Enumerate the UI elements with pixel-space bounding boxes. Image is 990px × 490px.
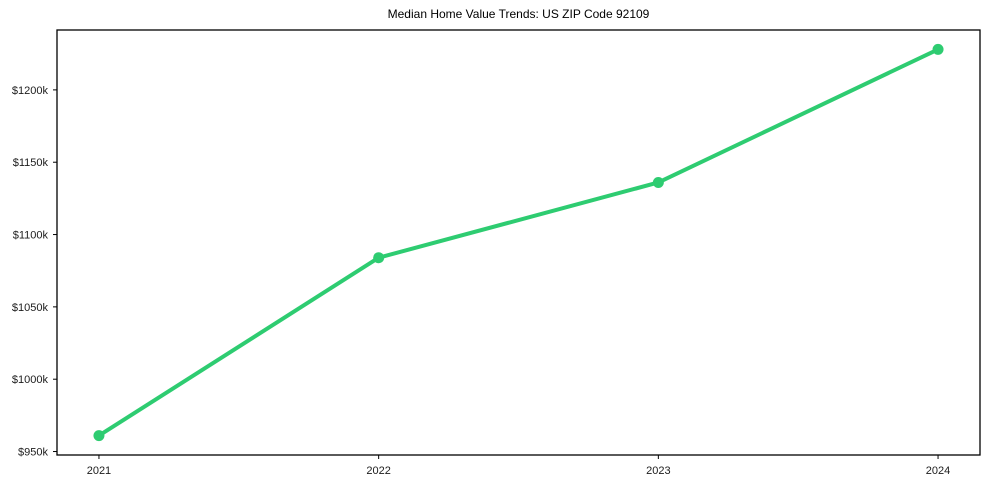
chart-title: Median Home Value Trends: US ZIP Code 92… (387, 7, 650, 21)
data-point-marker (932, 43, 944, 55)
y-tick-label: $1150k (13, 157, 49, 169)
x-tick-label: 2021 (87, 465, 111, 477)
x-tick-label: 2022 (366, 465, 390, 477)
y-tick-label: $1200k (12, 85, 49, 97)
plot-frame (56, 29, 981, 456)
data-point-marker (652, 176, 664, 188)
series-line (96, 47, 941, 438)
x-tick-label: 2023 (646, 465, 670, 477)
data-point-marker (373, 252, 385, 264)
y-tick-label: $950k (18, 447, 48, 459)
y-tick-label: $1050k (12, 302, 49, 314)
y-tick-label: $1100k (13, 230, 49, 242)
data-point-marker (93, 430, 105, 442)
y-tick-label: $1000k (12, 374, 49, 386)
x-tick-label: 2024 (926, 465, 950, 477)
